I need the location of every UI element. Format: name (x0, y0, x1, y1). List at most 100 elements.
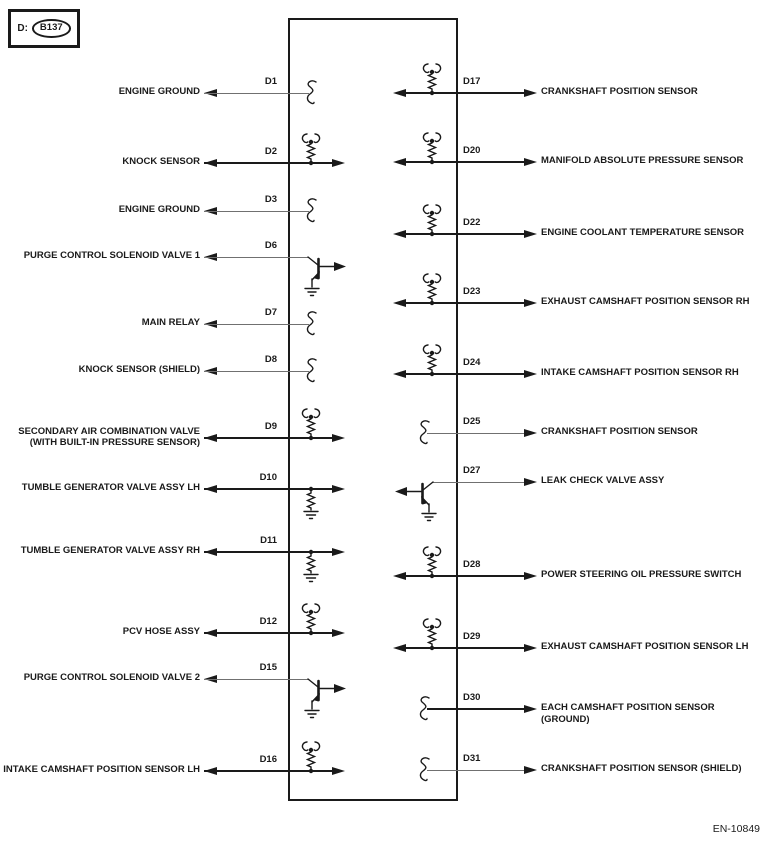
arrowhead-left-icon (204, 674, 217, 683)
pin-label-line1: CRANKSHAFT POSITION SENSOR (541, 426, 698, 437)
pin-id: D10 (259, 472, 277, 483)
arrowhead-right-icon (524, 157, 537, 166)
arrowhead-left-icon (393, 643, 406, 652)
pin-id: D8 (264, 354, 277, 365)
pin-label-line1: EXHAUST CAMSHAFT POSITION SENSOR LH (541, 641, 749, 652)
connector-id-box: D: B137 (8, 9, 80, 48)
pin-label-line1: KNOCK SENSOR (SHIELD) (78, 364, 200, 375)
pin-label: INTAKE CAMSHAFT POSITION SENSOR LH (3, 764, 200, 776)
arrowhead-right-icon (524, 428, 537, 437)
wire (405, 92, 524, 94)
wire (405, 373, 524, 375)
wire (433, 482, 524, 483)
pin-label-line1: TUMBLE GENERATOR VALVE ASSY RH (20, 545, 200, 556)
connector-id-oval: B137 (31, 19, 71, 38)
pin-label-line1: LEAK CHECK VALVE ASSY (541, 475, 665, 486)
wire (204, 324, 309, 325)
resistor-symbol (301, 741, 321, 774)
transistor-symbol (303, 677, 348, 719)
pin-label-line1: ENGINE GROUND (118, 204, 200, 215)
arrowhead-left-icon (393, 298, 406, 307)
pin-id: D23 (463, 286, 481, 297)
wire (204, 93, 309, 94)
wire (204, 770, 332, 772)
arrowhead-right-icon (332, 484, 345, 493)
pin-id: D24 (463, 357, 481, 368)
arrowhead-left-icon (393, 229, 406, 238)
pin-label: MANIFOLD ABSOLUTE PRESSURE SENSOR (541, 155, 743, 167)
pin-label-line1: ENGINE COOLANT TEMPERATURE SENSOR (541, 227, 745, 238)
pin-label-line1: PURGE CONTROL SOLENOID VALVE 2 (23, 672, 200, 683)
pin-id: D12 (259, 616, 277, 627)
arrowhead-right-icon (524, 765, 537, 774)
arrowhead-right-icon (524, 571, 537, 580)
resistor-symbol (422, 204, 442, 237)
pin-label-line1: CRANKSHAFT POSITION SENSOR (SHIELD) (541, 763, 742, 774)
wire (204, 257, 308, 258)
pin-label: EACH CAMSHAFT POSITION SENSOR (GROUND) (541, 702, 715, 725)
wire (204, 679, 308, 680)
resistor-symbol (422, 63, 442, 96)
pin-id: D15 (259, 662, 277, 673)
pin-id: D28 (463, 559, 481, 570)
pin-label-line1: TUMBLE GENERATOR VALVE ASSY LH (21, 482, 200, 493)
wire (427, 708, 524, 710)
pin-label-line1: PURGE CONTROL SOLENOID VALVE 1 (23, 250, 200, 261)
arrowhead-left-icon (393, 88, 406, 97)
pin-id: D16 (259, 754, 277, 765)
wire (204, 371, 309, 372)
arrowhead-left-icon (393, 369, 406, 378)
arrowhead-right-icon (524, 369, 537, 378)
ecu-connector-box (288, 18, 458, 801)
wire (405, 575, 524, 577)
pin-label-line2: (GROUND) (541, 713, 590, 725)
pin-id: D3 (264, 194, 277, 205)
pin-label: ENGINE GROUND (119, 86, 200, 98)
wire (405, 161, 524, 163)
pin-label-line1: EXHAUST CAMSHAFT POSITION SENSOR RH (541, 296, 750, 307)
arrowhead-left-icon (204, 319, 217, 328)
pin-label-line1: POWER STEERING OIL PRESSURE SWITCH (541, 569, 742, 580)
wire (405, 647, 524, 649)
pin-label: PURGE CONTROL SOLENOID VALVE 2 (24, 672, 200, 684)
pin-label-line1: INTAKE CAMSHAFT POSITION SENSOR RH (541, 367, 739, 378)
wire (204, 551, 332, 553)
pin-id: D30 (463, 692, 481, 703)
figure-code: EN-10849 (712, 823, 760, 835)
pin-id: D9 (264, 421, 277, 432)
arrowhead-left-icon (204, 252, 217, 261)
arrowhead-right-icon (332, 766, 345, 775)
resistor-symbol (422, 273, 442, 306)
resistor-symbol (422, 546, 442, 579)
pin-label-line1: EACH CAMSHAFT POSITION SENSOR (541, 702, 715, 713)
pin-label: ENGINE COOLANT TEMPERATURE SENSOR (541, 227, 744, 239)
pin-id: D17 (463, 76, 481, 87)
arrowhead-right-icon (332, 158, 345, 167)
arrowhead-right-icon (332, 433, 345, 442)
wire (405, 233, 524, 235)
arrowhead-right-icon (524, 477, 537, 486)
pin-label: TUMBLE GENERATOR VALVE ASSY RH (21, 545, 200, 557)
resistor-symbol (422, 132, 442, 165)
pin-label: KNOCK SENSOR (SHIELD) (79, 364, 200, 376)
resistor-ground-symbol (303, 549, 319, 583)
pin-label-line1: INTAKE CAMSHAFT POSITION SENSOR LH (3, 764, 200, 775)
coil-squiggle-symbol (419, 420, 430, 445)
arrowhead-right-icon (524, 88, 537, 97)
arrowhead-left-icon (204, 366, 217, 375)
coil-squiggle-symbol (306, 198, 317, 223)
arrowhead-left-icon (204, 88, 217, 97)
resistor-ground-symbol (303, 486, 319, 520)
pin-label: POWER STEERING OIL PRESSURE SWITCH (541, 569, 741, 581)
pin-id: D1 (264, 76, 277, 87)
resistor-symbol (301, 133, 321, 166)
pin-id: D11 (260, 535, 277, 546)
coil-squiggle-symbol (419, 757, 430, 782)
coil-squiggle-symbol (306, 358, 317, 383)
pin-id: D25 (463, 416, 481, 427)
pin-label: PURGE CONTROL SOLENOID VALVE 1 (24, 250, 200, 262)
arrowhead-right-icon (524, 298, 537, 307)
pin-label: LEAK CHECK VALVE ASSY (541, 475, 664, 487)
coil-squiggle-symbol (306, 311, 317, 336)
pin-label-line1: MANIFOLD ABSOLUTE PRESSURE SENSOR (541, 155, 744, 166)
